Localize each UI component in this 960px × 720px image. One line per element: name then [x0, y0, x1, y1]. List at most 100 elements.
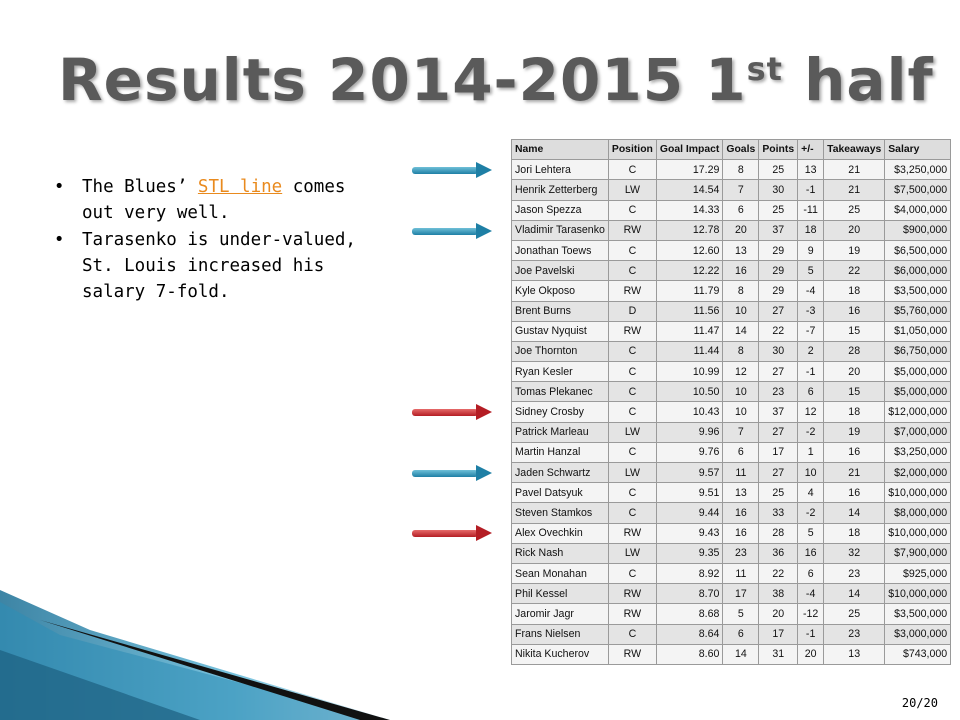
cell-plus-minus: -3 — [797, 300, 825, 322]
bullet-list: • The Blues’ STL line comes out very well… — [52, 174, 362, 305]
cell-goals: 20 — [722, 219, 760, 241]
cell-takeaways: 18 — [823, 280, 886, 302]
cell-position: RW — [607, 280, 657, 302]
cell-plus-minus: 2 — [797, 340, 825, 363]
cell-goals: 23 — [722, 542, 760, 564]
cell-takeaways: 15 — [823, 381, 886, 403]
cell-goals: 6 — [722, 199, 760, 221]
cell-plus-minus: 16 — [797, 542, 825, 564]
cell-name: Jaromir Jagr — [511, 603, 609, 625]
cell-name: Brent Burns — [511, 300, 609, 322]
cell-position: C — [607, 482, 657, 504]
cell-goals: 16 — [722, 522, 760, 544]
cell-plus-minus: 5 — [797, 522, 825, 544]
bullet-item: • Tarasenko is under-valued, St. Louis in… — [52, 227, 362, 306]
cell-takeaways: 18 — [823, 522, 886, 544]
blue-arrow-icon — [412, 223, 492, 239]
cell-name: Frans Nielsen — [511, 623, 609, 645]
cell-salary: $900,000 — [884, 219, 952, 241]
cell-plus-minus: 9 — [797, 239, 825, 262]
cell-takeaways: 16 — [823, 441, 886, 464]
cell-plus-minus: -1 — [797, 179, 825, 201]
bullet-text-after: comes out very well. — [82, 177, 346, 224]
cell-goal-impact: 12.60 — [655, 239, 724, 262]
stl-line-link[interactable]: STL line — [197, 177, 283, 197]
cell-name: Jori Lehtera — [511, 159, 609, 181]
cell-position: C — [607, 239, 657, 262]
cell-plus-minus: -1 — [797, 361, 825, 383]
table-row: Frans Nielsen C 8.64 6 17 -1 23 $3,000,000 — [511, 623, 952, 645]
table-row: Rick Nash LW 9.35 23 36 16 32 $7,900,000 — [511, 542, 952, 564]
cell-salary: $6,500,000 — [884, 239, 952, 262]
cell-points: 31 — [758, 643, 799, 665]
bullet-text-before: The Blues’ — [82, 177, 198, 197]
table-row: Jonathan Toews C 12.60 13 29 9 19 $6,500,000 — [511, 239, 952, 262]
cell-name: Alex Ovechkin — [511, 522, 609, 544]
cell-goal-impact: 12.78 — [655, 219, 724, 241]
corner-decoration — [0, 590, 390, 720]
table-row: Jori Lehtera C 17.29 8 25 13 21 $3,250,000 — [511, 159, 952, 181]
cell-plus-minus: 4 — [797, 482, 825, 504]
cell-plus-minus: 1 — [797, 441, 825, 464]
header-takeaways: Takeaways — [823, 138, 886, 161]
cell-name: Jonathan Toews — [511, 239, 609, 262]
table-row: Ryan Kesler C 10.99 12 27 -1 20 $5,000,000 — [511, 361, 952, 383]
cell-position: RW — [607, 219, 657, 241]
table-row: Jason Spezza C 14.33 6 25 -11 25 $4,000,000 — [511, 199, 952, 221]
cell-salary: $6,000,000 — [884, 260, 952, 282]
cell-points: 30 — [758, 340, 799, 363]
title-end: half — [782, 46, 934, 114]
cell-name: Ryan Kesler — [511, 361, 609, 383]
cell-salary: $5,000,000 — [884, 381, 952, 403]
table-row: Joe Pavelski C 12.22 16 29 5 22 $6,000,000 — [511, 260, 952, 282]
cell-goal-impact: 11.79 — [655, 280, 724, 302]
cell-plus-minus: 6 — [797, 381, 825, 403]
cell-points: 23 — [758, 381, 799, 403]
cell-takeaways: 20 — [823, 361, 886, 383]
table-row: Joe Thornton C 11.44 8 30 2 28 $6,750,000 — [511, 340, 952, 363]
cell-goal-impact: 9.44 — [655, 502, 724, 524]
table-header-row: Name Position Goal Impact Goals Points +… — [511, 138, 952, 161]
cell-takeaways: 19 — [823, 421, 886, 443]
cell-takeaways: 19 — [823, 239, 886, 262]
cell-name: Jaden Schwartz — [511, 461, 609, 484]
cell-goals: 12 — [722, 361, 760, 383]
table-row: Sean Monahan C 8.92 11 22 6 23 $925,000 — [511, 562, 952, 585]
cell-points: 17 — [758, 441, 799, 464]
cell-goals: 6 — [722, 441, 760, 464]
cell-points: 37 — [758, 219, 799, 241]
cell-goal-impact: 9.96 — [655, 421, 724, 443]
cell-goals: 8 — [722, 159, 760, 181]
player-stats-table: Name Position Goal Impact Goals Points +… — [511, 138, 952, 665]
slide-title: Results 2014-2015 1st half — [58, 46, 934, 114]
cell-points: 29 — [758, 280, 799, 302]
cell-takeaways: 20 — [823, 219, 886, 241]
cell-takeaways: 25 — [823, 199, 886, 221]
cell-position: C — [607, 361, 657, 383]
cell-goals: 11 — [722, 461, 760, 484]
cell-salary: $7,000,000 — [884, 421, 952, 443]
header-goal-impact: Goal Impact — [655, 138, 724, 161]
bullet-dot-icon: • — [54, 229, 65, 250]
cell-takeaways: 25 — [823, 603, 886, 625]
cell-position: C — [607, 441, 657, 464]
cell-goal-impact: 10.99 — [655, 361, 724, 383]
cell-position: C — [607, 340, 657, 363]
cell-salary: $8,000,000 — [884, 502, 952, 524]
cell-position: RW — [607, 583, 657, 605]
cell-name: Joe Thornton — [511, 340, 609, 363]
cell-goals: 13 — [722, 239, 760, 262]
cell-position: C — [607, 381, 657, 403]
cell-name: Rick Nash — [511, 542, 609, 564]
cell-goals: 8 — [722, 280, 760, 302]
cell-takeaways: 15 — [823, 320, 886, 342]
cell-salary: $10,000,000 — [884, 522, 952, 544]
cell-takeaways: 28 — [823, 340, 886, 363]
cell-points: 22 — [758, 562, 799, 585]
cell-salary: $1,050,000 — [884, 320, 952, 342]
cell-goals: 10 — [722, 300, 760, 322]
cell-takeaways: 22 — [823, 260, 886, 282]
cell-plus-minus: 10 — [797, 461, 825, 484]
bullet-item: • The Blues’ STL line comes out very well… — [52, 174, 362, 227]
cell-goal-impact: 10.43 — [655, 401, 724, 423]
